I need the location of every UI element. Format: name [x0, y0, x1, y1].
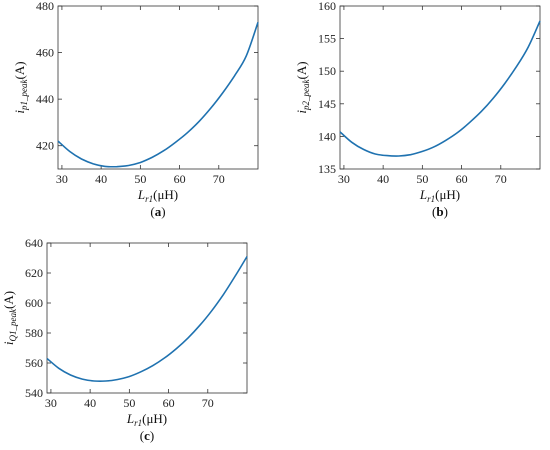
series-line	[46, 256, 248, 383]
y-tick-label: 560	[25, 356, 43, 370]
x-tick-label: 70	[213, 172, 225, 186]
y-axis-label: ip2_peak(A)	[294, 61, 311, 113]
y-tick-label: 140	[318, 129, 336, 143]
y-tick-label: 480	[36, 0, 54, 13]
y-tick-label: 460	[36, 46, 54, 60]
y-tick-label: 160	[318, 0, 336, 13]
chart-panel-1: 30 40 50 60 70 420 440 460 480 Lr1(μH) ip1_peak(A)…	[12, 0, 259, 219]
plot-frame	[46, 242, 248, 394]
x-tick-label: 30	[56, 172, 68, 186]
y-tick-label: 420	[36, 139, 54, 153]
series-line	[57, 22, 259, 168]
x-axis-label: Lr1(μH)	[419, 187, 460, 204]
x-axis-label: Lr1(μH)	[126, 411, 167, 428]
x-tick-label: 40	[84, 396, 96, 410]
x-tick-label: 50	[416, 172, 428, 186]
x-tick-label: 40	[95, 172, 107, 186]
x-tick-label: 30	[45, 396, 57, 410]
x-axis-label: Lr1(μH)	[137, 187, 178, 204]
chart-panel-2: 30 40 50 60 70 135 140 145 150 155 160 Lr1(μH) ip2_p…	[294, 0, 541, 219]
y-tick-label: 640	[25, 236, 43, 250]
y-tick-label: 620	[25, 266, 43, 280]
y-tick-label: 135	[318, 162, 336, 176]
x-tick-label: 50	[134, 172, 146, 186]
x-tick-label: 40	[377, 172, 389, 186]
plot-frame	[339, 5, 541, 170]
y-tick-label: 145	[318, 97, 336, 111]
x-tick-label: 60	[456, 172, 468, 186]
y-tick-label: 580	[25, 326, 43, 340]
x-tick-label: 30	[338, 172, 350, 186]
x-tick-label: 70	[495, 172, 507, 186]
y-tick-label: 540	[25, 386, 43, 400]
x-tick-label: 60	[174, 172, 186, 186]
y-tick-label: 155	[318, 32, 336, 46]
y-axis-label: ip1_peak(A)	[12, 61, 29, 113]
y-tick-label: 600	[25, 296, 43, 310]
chart-panel-3: 30 40 50 60 70 540 560 580 600 620 640 Lr1(μH) iQ1_p…	[1, 236, 248, 443]
x-tick-label: 60	[163, 396, 175, 410]
panel-label: (c)	[140, 428, 154, 443]
series-line	[339, 20, 541, 157]
y-tick-label: 150	[318, 64, 336, 78]
y-tick-label: 440	[36, 92, 54, 106]
x-tick-label: 50	[123, 396, 135, 410]
x-tick-label: 70	[202, 396, 214, 410]
panel-label: (a)	[150, 204, 165, 219]
y-axis-label: iQ1_peak(A)	[1, 291, 18, 345]
panel-label: (b)	[432, 204, 448, 219]
plot-frame	[57, 5, 259, 170]
